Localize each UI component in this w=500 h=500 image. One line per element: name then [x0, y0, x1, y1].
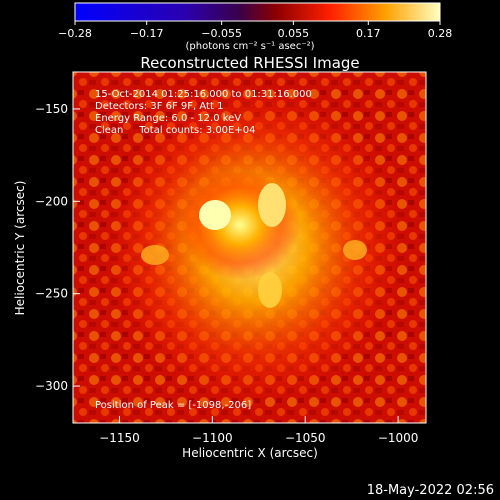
info-line: Detectors: 3F 6F 9F, Att 1: [95, 101, 223, 112]
y-tick-label: −250: [35, 287, 68, 301]
colorbar-tick-label: 0.17: [356, 27, 381, 40]
image-panel: −1150 −1100 −1050 −1000 −150 −200 −250 −300: [35, 71, 427, 445]
x-tick-label: −1150: [99, 431, 140, 445]
colorbar-tick-label: 0.28: [428, 27, 453, 40]
colorbar-tick-label: 0.055: [278, 27, 310, 40]
peak-position-label: Position of Peak = [-1098,-206]: [95, 400, 251, 411]
y-axis-label: Heliocentric Y (arcsec): [13, 181, 27, 316]
colorbar-tick-label: −0.17: [130, 27, 164, 40]
colorbar-unit-label: (photons cm⁻² s⁻¹ asec⁻²): [185, 41, 314, 52]
image-frame: [72, 71, 427, 424]
colorbar: −0.28 −0.17 −0.055 0.055 0.17 0.28: [58, 2, 452, 40]
emission-peak: [199, 200, 231, 230]
x-tick-label: −1050: [285, 431, 326, 445]
emission-core: [180, 170, 300, 280]
y-tick-label: −150: [35, 102, 68, 116]
emission-knot: [258, 183, 286, 227]
colorbar-tick-label: −0.28: [58, 27, 92, 40]
colorbar-gradient: [74, 2, 441, 22]
y-tick-label: −200: [35, 194, 68, 208]
colorbar-ticks: −0.28 −0.17 −0.055 0.055 0.17 0.28: [58, 21, 452, 40]
info-line: Energy Range: 6.0 - 12.0 keV: [95, 113, 241, 124]
info-line: 15-Oct-2014 01:25:16.000 to 01:31:16.000: [95, 89, 312, 100]
colorbar-tick-label: −0.055: [201, 27, 242, 40]
info-line: Clean Total counts: 3.00E+04: [95, 125, 255, 136]
x-tick-label: −1000: [378, 431, 419, 445]
image-title: Reconstructed RHESSI Image: [140, 54, 359, 72]
footer-timestamp: 18-May-2022 02:56: [367, 483, 494, 498]
x-axis-label: Heliocentric X (arcsec): [182, 446, 318, 460]
y-tick-label: −300: [35, 379, 68, 393]
x-tick-label: −1100: [192, 431, 233, 445]
y-axis-ticks: −150 −200 −250 −300: [35, 102, 80, 393]
x-axis-ticks: −1150 −1100 −1050 −1000: [99, 416, 418, 445]
